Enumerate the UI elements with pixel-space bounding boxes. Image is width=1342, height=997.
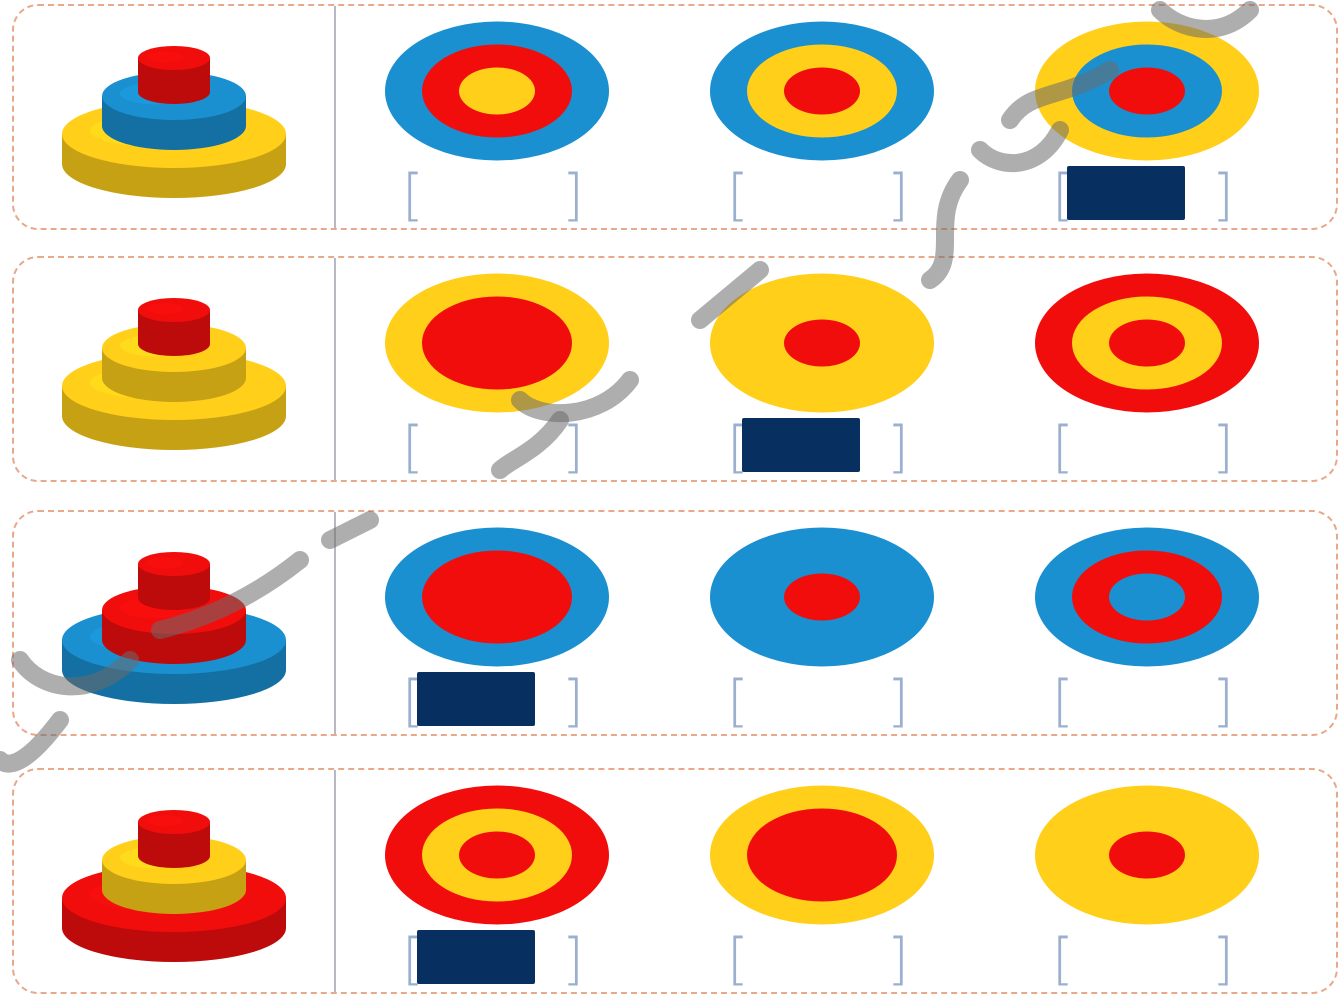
bracket-right: ] bbox=[562, 415, 584, 480]
target-diagram bbox=[1035, 785, 1259, 925]
answer-option[interactable]: [] bbox=[697, 20, 947, 224]
target-diagram bbox=[1035, 21, 1259, 161]
bracket-left: [ bbox=[1052, 415, 1074, 480]
bracket-right: ] bbox=[562, 163, 584, 228]
disk-top bbox=[138, 46, 210, 104]
ring bbox=[1109, 319, 1185, 367]
bracket-right: ] bbox=[887, 927, 909, 992]
target-diagram bbox=[710, 273, 934, 413]
bracket-right: ] bbox=[887, 163, 909, 228]
ring bbox=[784, 573, 860, 621]
question-row: [][][] bbox=[12, 4, 1338, 230]
target-diagram bbox=[1035, 527, 1259, 667]
bracket-left: [ bbox=[1052, 669, 1074, 734]
answer-mark bbox=[417, 930, 535, 984]
disk-top bbox=[138, 810, 210, 868]
ring bbox=[459, 67, 535, 115]
bracket-right: ] bbox=[1212, 415, 1234, 480]
answer-option[interactable]: [] bbox=[372, 784, 622, 988]
answer-option[interactable]: [] bbox=[697, 272, 947, 476]
row-divider bbox=[334, 258, 336, 480]
bracket-left: [ bbox=[727, 163, 749, 228]
target-diagram bbox=[1035, 273, 1259, 413]
target-diagram bbox=[710, 21, 934, 161]
ring bbox=[1109, 831, 1185, 879]
ring bbox=[459, 831, 535, 879]
bracket-left: [ bbox=[402, 163, 424, 228]
ring bbox=[784, 319, 860, 367]
target-diagram bbox=[710, 527, 934, 667]
bracket-left: [ bbox=[727, 927, 749, 992]
disk-stack bbox=[62, 810, 286, 962]
target-diagram bbox=[710, 785, 934, 925]
answer-option[interactable]: [] bbox=[1022, 784, 1272, 988]
disk-stack bbox=[62, 298, 286, 450]
row-divider bbox=[334, 6, 336, 228]
row-divider bbox=[334, 512, 336, 734]
answer-option[interactable]: [] bbox=[1022, 272, 1272, 476]
target-diagram bbox=[385, 21, 609, 161]
bracket-right: ] bbox=[562, 669, 584, 734]
question-row: [][][] bbox=[12, 256, 1338, 482]
ring bbox=[1109, 67, 1185, 115]
answer-option[interactable]: [] bbox=[372, 272, 622, 476]
bracket-right: ] bbox=[887, 669, 909, 734]
answer-mark bbox=[742, 418, 860, 472]
ring bbox=[1109, 573, 1185, 621]
bracket-right: ] bbox=[562, 927, 584, 992]
disk-top bbox=[138, 552, 210, 610]
answer-option[interactable]: [] bbox=[1022, 20, 1272, 224]
bracket-right: ] bbox=[1212, 927, 1234, 992]
row-divider bbox=[334, 770, 336, 992]
disk-stack bbox=[62, 552, 286, 704]
bracket-right: ] bbox=[1212, 669, 1234, 734]
question-row: [][][] bbox=[12, 768, 1338, 994]
ring bbox=[784, 67, 860, 115]
answer-option[interactable]: [] bbox=[697, 526, 947, 730]
target-diagram bbox=[385, 273, 609, 413]
ring bbox=[422, 296, 572, 390]
question-row: [][][] bbox=[12, 510, 1338, 736]
answer-mark bbox=[1067, 166, 1185, 220]
answer-option[interactable]: [] bbox=[1022, 526, 1272, 730]
bracket-right: ] bbox=[887, 415, 909, 480]
bracket-left: [ bbox=[727, 669, 749, 734]
answer-option[interactable]: [] bbox=[372, 526, 622, 730]
disk-top bbox=[138, 298, 210, 356]
answer-option[interactable]: [] bbox=[372, 20, 622, 224]
answer-option[interactable]: [] bbox=[697, 784, 947, 988]
disk-stack bbox=[62, 46, 286, 198]
bracket-right: ] bbox=[1212, 163, 1234, 228]
ring bbox=[422, 550, 572, 644]
answer-mark bbox=[417, 672, 535, 726]
ring bbox=[747, 808, 897, 902]
target-diagram bbox=[385, 527, 609, 667]
bracket-left: [ bbox=[1052, 927, 1074, 992]
target-diagram bbox=[385, 785, 609, 925]
bracket-left: [ bbox=[402, 415, 424, 480]
